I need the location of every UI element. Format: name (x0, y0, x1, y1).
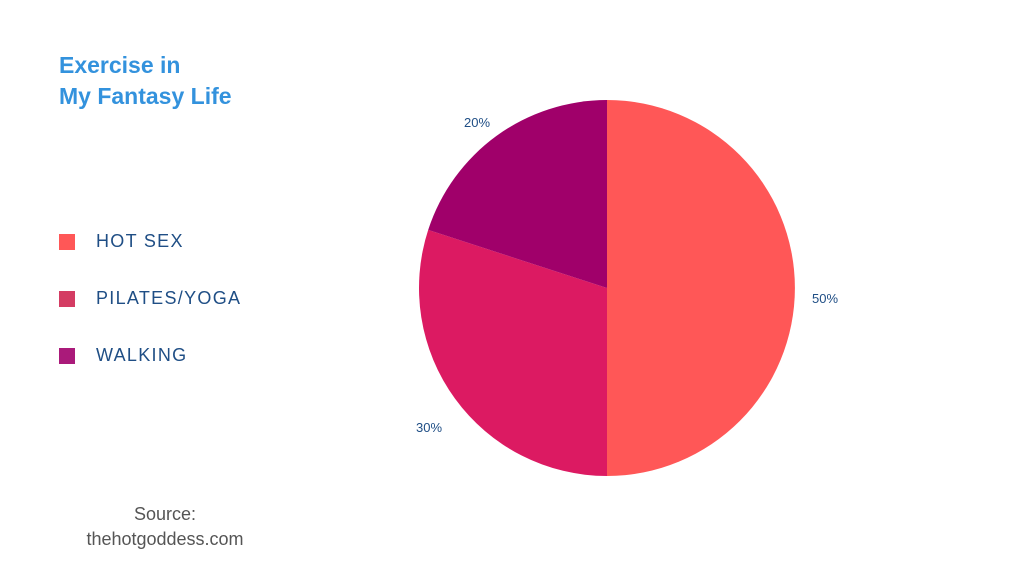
pie-slice-pilates-yoga (419, 229, 607, 476)
legend: HOT SEX PILATES/YOGA WALKING (59, 229, 241, 384)
data-label-hot-sex: 50% (812, 291, 838, 306)
legend-swatch (59, 290, 75, 307)
legend-label: WALKING (96, 345, 188, 365)
source-label: Source: (133, 504, 197, 524)
chart-title-line2: My Fantasy Life (59, 83, 232, 109)
source-note: Source: thehotgoddess.com (60, 502, 270, 552)
legend-swatch (59, 347, 75, 364)
pie-slice-walking (428, 100, 607, 288)
legend-item-walking: WALKING (59, 327, 241, 384)
legend-item-hot-sex: HOT SEX (59, 213, 241, 270)
legend-item-pilates-yoga: PILATES/YOGA (59, 270, 241, 327)
data-label-walking: 20% (464, 115, 490, 130)
chart-title-line1: Exercise in (59, 52, 181, 78)
legend-label: PILATES/YOGA (96, 288, 242, 308)
legend-label: HOT SEX (96, 231, 184, 251)
source-url: thehotgoddess.com (86, 529, 244, 549)
pie-slice-hot-sex (607, 100, 795, 476)
chart-title: Exercise in My Fantasy Life (59, 50, 232, 112)
legend-swatch (59, 233, 75, 250)
data-label-pilates-yoga: 30% (416, 420, 442, 435)
